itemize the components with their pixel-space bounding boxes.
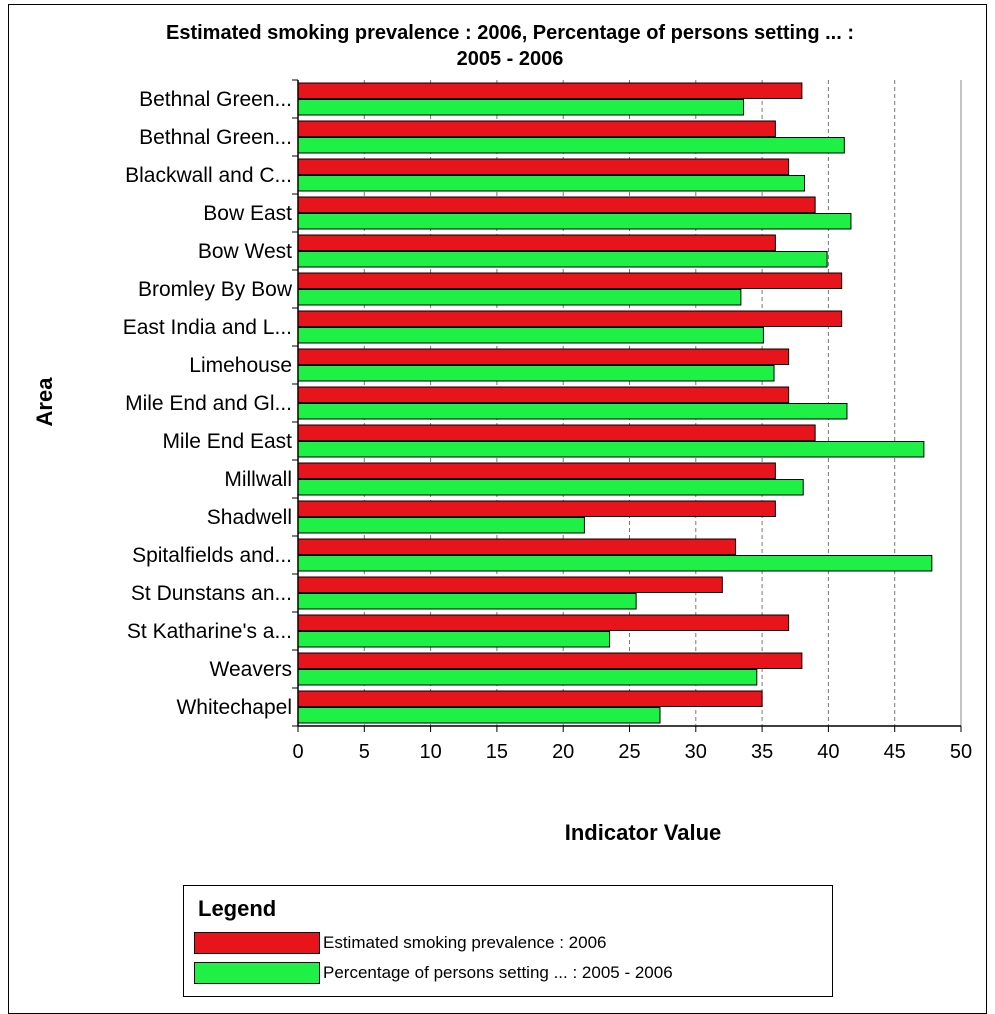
category-label: St Dunstans an...	[131, 582, 292, 605]
x-tick-label: 20	[552, 741, 574, 763]
bar-smoking	[297, 310, 843, 327]
category-label: Millwall	[224, 468, 292, 491]
legend-label-smoking: Estimated smoking prevalence : 2006	[323, 933, 607, 952]
bar-setting	[297, 593, 637, 610]
bar-smoking	[297, 158, 790, 175]
bar-smoking	[297, 348, 790, 365]
bar-smoking	[297, 538, 737, 555]
bar-setting	[297, 175, 806, 192]
x-tick-label: 40	[817, 741, 839, 763]
bar-setting	[297, 213, 852, 230]
x-tick-label: 30	[685, 741, 707, 763]
x-tick-label: 45	[884, 741, 906, 763]
category-label: Bow West	[198, 240, 292, 263]
bar-smoking	[297, 386, 790, 403]
bar-smoking	[297, 462, 776, 479]
bar-setting	[297, 441, 925, 458]
legend-title: Legend	[198, 896, 277, 921]
bar-setting	[297, 707, 661, 724]
bar-smoking	[297, 196, 816, 213]
x-tick-labels: 0 5 10 15 20 25 30 35 40 45 50	[292, 741, 972, 763]
bar-smoking	[297, 272, 843, 289]
bar-setting	[297, 669, 758, 686]
bar-smoking	[297, 120, 776, 137]
bars	[297, 82, 933, 724]
legend-swatch-smoking	[194, 932, 320, 954]
legend-label-setting: Percentage of persons setting ... : 2005…	[323, 963, 673, 982]
category-label: Blackwall and C...	[125, 164, 292, 187]
bar-setting	[297, 99, 745, 116]
x-tick-label: 35	[751, 741, 773, 763]
bar-smoking	[297, 614, 790, 631]
bar-setting	[297, 555, 933, 572]
bar-setting	[297, 289, 742, 306]
bar-setting	[297, 365, 775, 382]
bar-setting	[297, 327, 764, 344]
bar-setting	[297, 517, 585, 534]
bar-smoking	[297, 500, 776, 517]
bar-setting	[297, 479, 804, 496]
bar-smoking	[297, 82, 803, 99]
legend: Legend Estimated smoking prevalence : 20…	[183, 885, 833, 997]
bar-chart: Bethnal Green... Bethnal Green... Blackwal…	[32, 79, 972, 845]
category-label: Spitalfields and...	[132, 544, 292, 567]
chart-title-line-1: Estimated smoking prevalence : 2006, Per…	[165, 22, 854, 44]
category-label: East India and L...	[123, 316, 292, 339]
bar-smoking	[297, 424, 816, 441]
category-label: Bethnal Green...	[139, 126, 292, 149]
y-axis-label: Area	[32, 377, 57, 427]
legend-item-smoking: Estimated smoking prevalence : 2006	[194, 931, 607, 955]
legend-item-setting: Percentage of persons setting ... : 2005…	[194, 961, 673, 985]
category-label: Limehouse	[189, 354, 292, 377]
x-tick-label: 25	[618, 741, 640, 763]
x-tick-label: 5	[359, 741, 370, 763]
chart-title-line-2: 2005 - 2006	[456, 48, 564, 70]
x-tick-label: 10	[419, 741, 441, 763]
bar-setting	[297, 251, 828, 268]
legend-swatch-setting	[194, 962, 320, 984]
category-label: Bethnal Green...	[139, 88, 292, 111]
bar-setting	[297, 137, 845, 154]
category-label: Mile End and Gl...	[125, 392, 292, 415]
x-tick-label: 0	[292, 741, 303, 763]
bar-smoking	[297, 690, 763, 707]
x-tick-label: 50	[950, 741, 972, 763]
bar-smoking	[297, 576, 723, 593]
axes	[292, 79, 962, 732]
bar-setting	[297, 403, 848, 420]
x-tick-label: 15	[486, 741, 508, 763]
bar-smoking	[297, 234, 776, 251]
x-axis-label: Indicator Value	[565, 820, 722, 845]
bar-setting	[297, 631, 611, 648]
category-label: Mile End East	[162, 430, 292, 453]
category-label: Whitechapel	[176, 696, 292, 719]
category-label: Shadwell	[207, 506, 292, 529]
category-label: Bromley By Bow	[138, 278, 293, 301]
category-label: St Katharine's a...	[127, 620, 292, 643]
category-label: Bow East	[203, 202, 292, 225]
category-label: Weavers	[210, 658, 292, 681]
bar-smoking	[297, 652, 803, 669]
category-labels: Bethnal Green... Bethnal Green... Blackwal…	[123, 88, 293, 719]
chart-title: Estimated smoking prevalence : 2006, Per…	[0, 20, 995, 72]
